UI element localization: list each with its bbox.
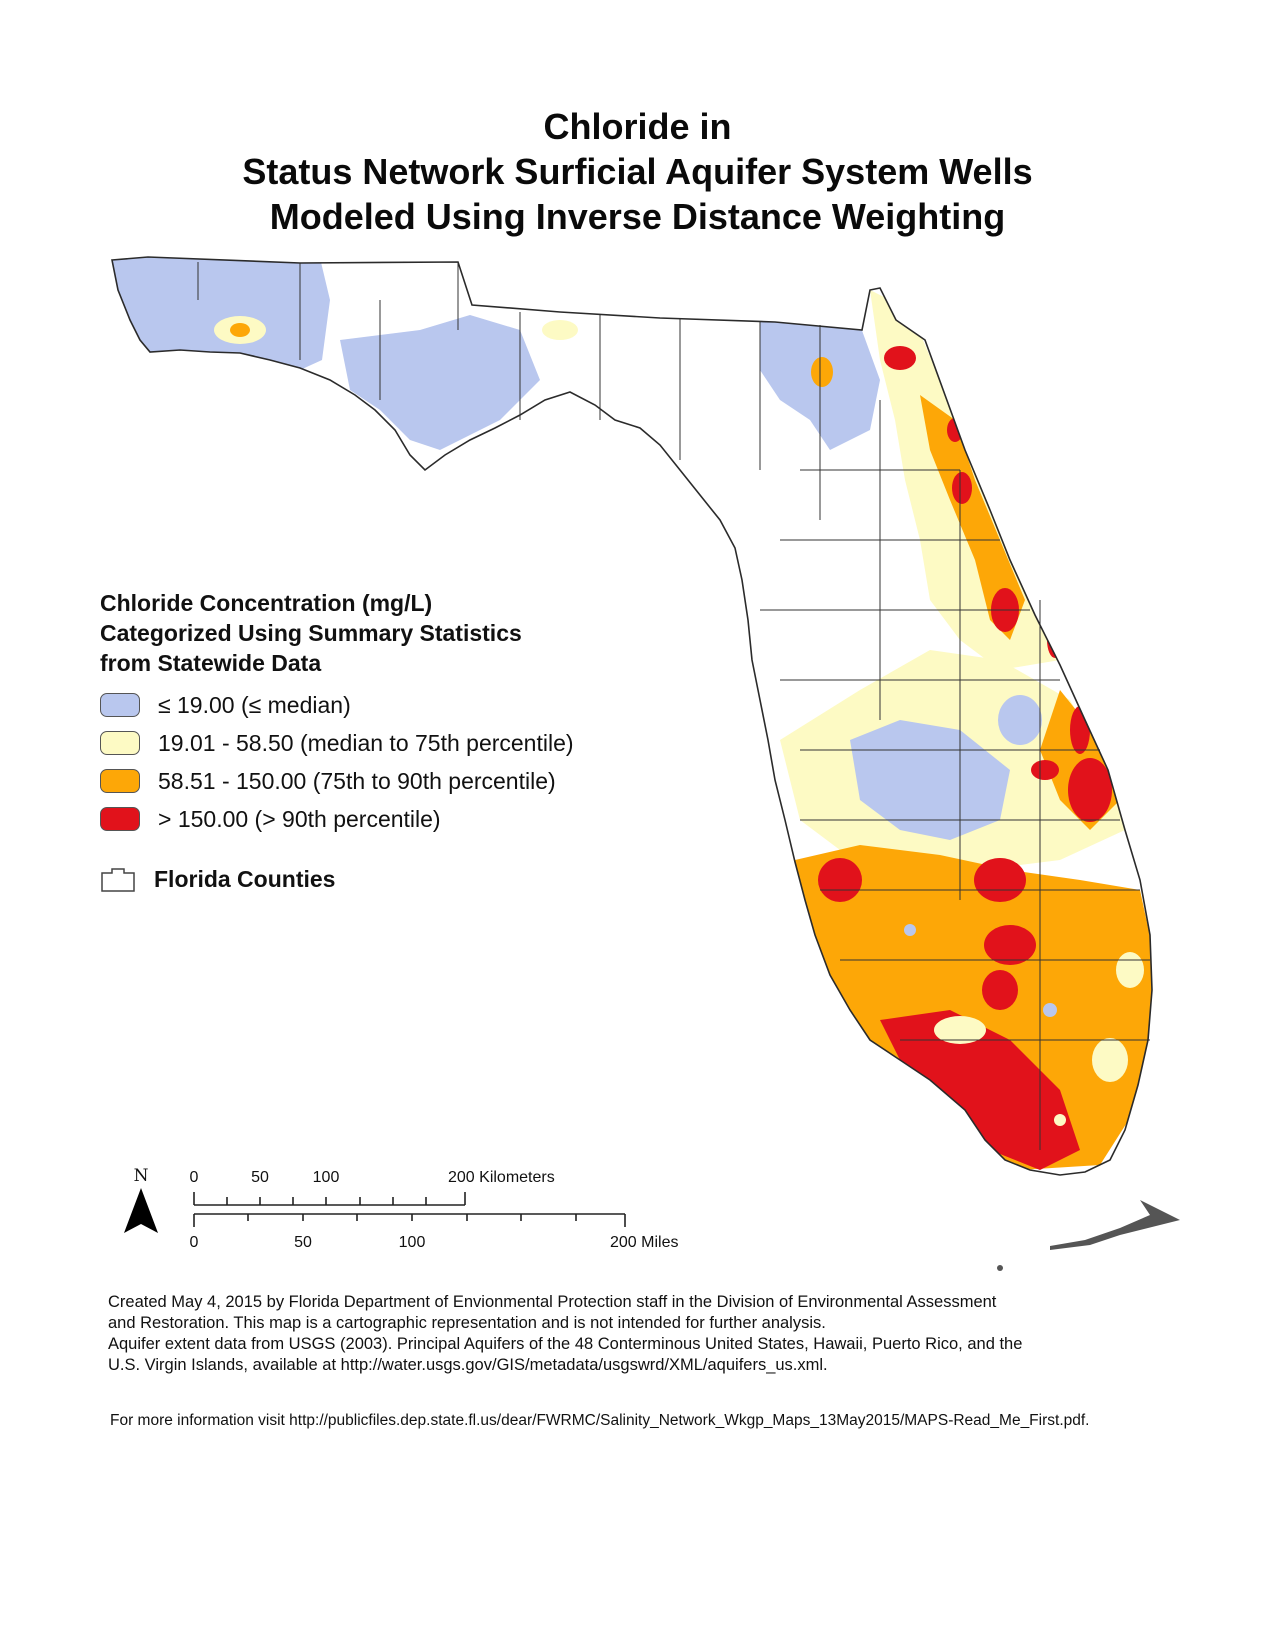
legend-title-line-3: from Statewide Data bbox=[100, 650, 322, 676]
legend-title-line-2: Categorized Using Summary Statistics bbox=[100, 620, 522, 646]
legend-swatch-low bbox=[100, 693, 140, 717]
southwest-coast-very-high bbox=[880, 1010, 1080, 1170]
everglades-mid-dot bbox=[1054, 1114, 1066, 1126]
scale-bar-svg: N 0 50 100 200 Kilometers 0 50 100 200 M… bbox=[124, 1166, 678, 1251]
lake-low-zone bbox=[998, 695, 1042, 745]
mile-scale-bar bbox=[193, 1213, 626, 1227]
bigbend-mid-spot bbox=[542, 320, 578, 340]
title-line-2: Status Network Surficial Aquifer System … bbox=[242, 151, 1033, 192]
jacksonville-very-high bbox=[884, 346, 916, 370]
legend-label-high: 58.51 - 150.00 (75th to 90th percentile) bbox=[158, 767, 556, 794]
km-scale-bar bbox=[193, 1192, 466, 1206]
charlotte-very-high bbox=[974, 858, 1026, 902]
st-augustine-very-high bbox=[952, 472, 972, 504]
county-boundaries bbox=[197, 262, 1150, 1150]
panhandle-high-spot bbox=[230, 323, 250, 337]
map-legend: Chloride Concentration (mg/L) Categorize… bbox=[100, 588, 660, 893]
legend-swatch-mid bbox=[100, 731, 140, 755]
footnote-line-2: and Restoration. This map is a cartograp… bbox=[108, 1314, 826, 1332]
title-line-3: Modeled Using Inverse Distance Weighting bbox=[269, 196, 1006, 237]
legend-label-mid: 19.01 - 58.50 (median to 75th percentile… bbox=[158, 729, 574, 756]
florida-chloride-map bbox=[111, 256, 1180, 1271]
footnote-line-1: Created May 4, 2015 by Florida Departmen… bbox=[108, 1293, 997, 1311]
km-label-100: 100 bbox=[313, 1169, 340, 1186]
legend-title: Chloride Concentration (mg/L) Categorize… bbox=[100, 588, 660, 678]
legend-item-very-high: > 150.00 (> 90th percentile) bbox=[100, 800, 660, 838]
broward-low-dot bbox=[1043, 1003, 1057, 1017]
north-arrow-icon bbox=[124, 1188, 158, 1233]
legend-swatch-very-high bbox=[100, 807, 140, 831]
mile-label-200: 200 Miles bbox=[610, 1234, 678, 1251]
north-label: N bbox=[134, 1166, 149, 1186]
bigbend-low-zone bbox=[340, 315, 540, 450]
legend-counties-label: Florida Counties bbox=[154, 866, 336, 892]
legend-counties: Florida Counties bbox=[100, 866, 660, 893]
hendry-very-high bbox=[982, 970, 1018, 1010]
county-outline-icon bbox=[101, 867, 135, 892]
legend-items: ≤ 19.00 (≤ median) 19.01 - 58.50 (median… bbox=[100, 686, 660, 838]
south-high-zone bbox=[795, 845, 1152, 1170]
km-label-0: 0 bbox=[190, 1169, 199, 1186]
legend-label-very-high: > 150.00 (> 90th percentile) bbox=[158, 805, 441, 832]
mile-label-100: 100 bbox=[399, 1234, 426, 1251]
legend-item-mid: 19.01 - 58.50 (median to 75th percentile… bbox=[100, 724, 660, 762]
osceola-very-high bbox=[1031, 760, 1059, 780]
palm-beach-mid-spot bbox=[1116, 952, 1144, 988]
legend-swatch-high bbox=[100, 769, 140, 793]
brevard-very-high bbox=[1047, 622, 1063, 658]
tampa-bay-very-high bbox=[818, 858, 862, 902]
lee-low-dot bbox=[904, 924, 916, 936]
brevard-south-very-high bbox=[1070, 706, 1090, 754]
north-central-high-spot bbox=[811, 357, 833, 387]
mile-label-50: 50 bbox=[294, 1234, 312, 1251]
scale-and-north: N 0 50 100 200 Kilometers 0 50 100 200 M… bbox=[120, 1160, 740, 1260]
dade-mid-spot bbox=[1092, 1038, 1128, 1082]
km-label-200: 200 Kilometers bbox=[448, 1169, 555, 1186]
source-footnote: Created May 4, 2015 by Florida Departmen… bbox=[108, 1292, 1168, 1376]
panhandle-low-zone bbox=[112, 257, 330, 370]
footnote-line-3: Aquifer extent data from USGS (2003). Pr… bbox=[108, 1335, 1023, 1353]
footnote-line-4: U.S. Virgin Islands, available at http:/… bbox=[108, 1356, 828, 1374]
legend-label-low: ≤ 19.00 (≤ median) bbox=[158, 691, 351, 718]
indian-river-very-high bbox=[1068, 758, 1112, 822]
legend-item-high: 58.51 - 150.00 (75th to 90th percentile) bbox=[100, 762, 660, 800]
florida-keys bbox=[997, 1200, 1180, 1271]
more-info-note: For more information visit http://public… bbox=[110, 1412, 1090, 1429]
collier-mid-spot bbox=[934, 1016, 986, 1044]
legend-title-line-1: Chloride Concentration (mg/L) bbox=[100, 590, 433, 616]
east-coast-high-band bbox=[920, 395, 1025, 640]
map-title: Chloride in Status Network Surficial Aqu… bbox=[0, 104, 1275, 239]
title-line-1: Chloride in bbox=[543, 106, 732, 147]
okeechobee-west-very-high bbox=[984, 925, 1036, 965]
km-label-50: 50 bbox=[251, 1169, 269, 1186]
legend-item-low: ≤ 19.00 (≤ median) bbox=[100, 686, 660, 724]
mile-label-0: 0 bbox=[190, 1234, 199, 1251]
